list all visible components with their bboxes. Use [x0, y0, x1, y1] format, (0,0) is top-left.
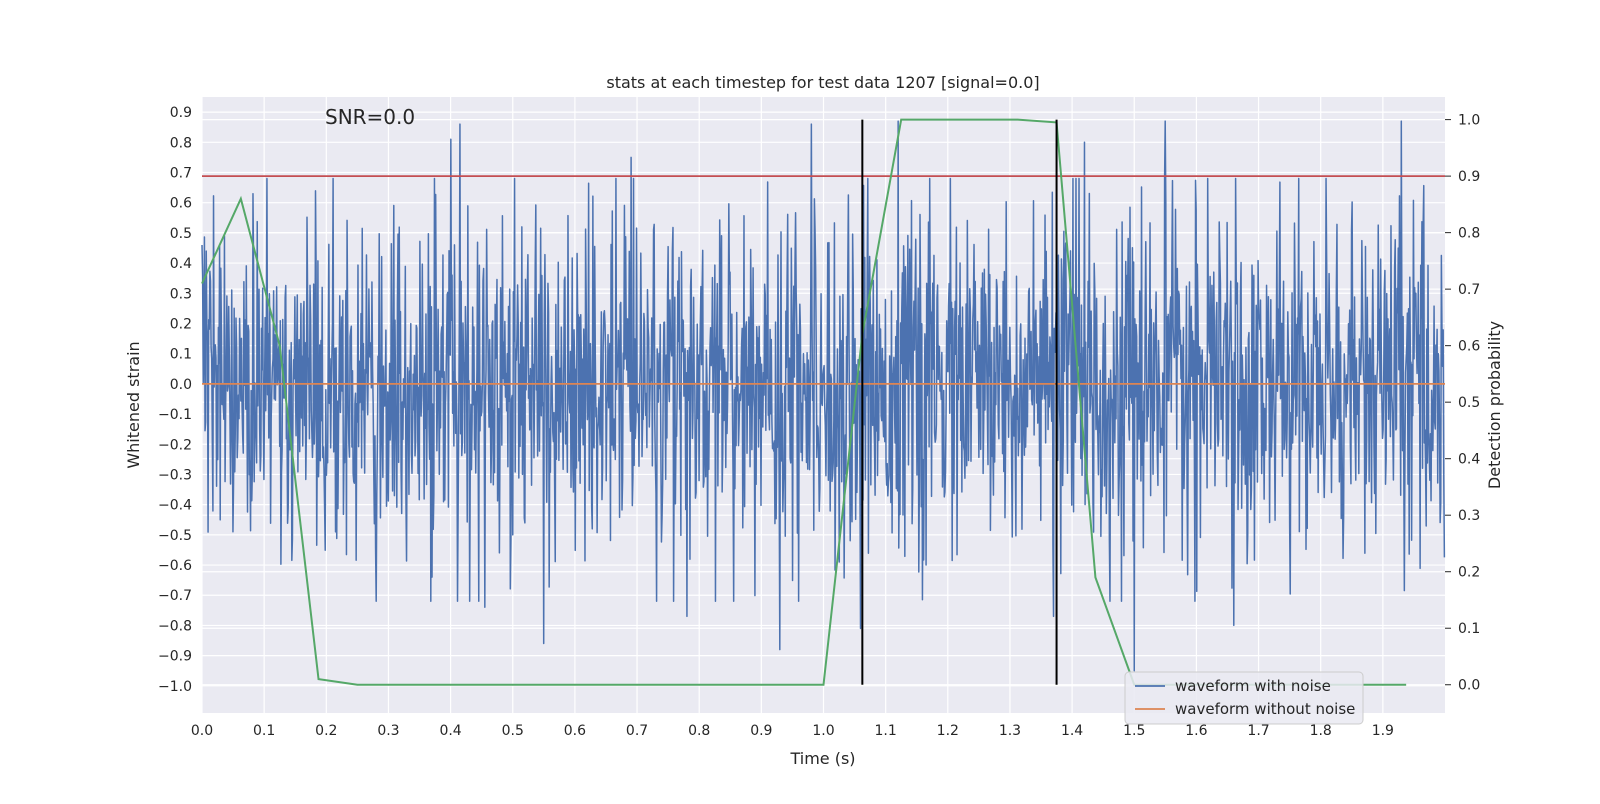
plot-series: [201, 118, 1446, 686]
y-tick-label: 0.1: [170, 347, 192, 363]
axis-ticks: 0.0 0.1 0.2 0.3 0.4 0.5 0.6 0.7 0.8 0.9 1.0 1.1 1.2 1…: [158, 105, 1480, 739]
x-tick-label: 0.3: [377, 723, 399, 739]
x-tick-label: 1.7: [1247, 723, 1269, 739]
y-right-tick-label: 0.0: [1458, 678, 1480, 694]
y-right-tick-label: 0.6: [1458, 339, 1480, 355]
x-tick-label: 1.4: [1061, 723, 1083, 739]
legend-label-without-noise: waveform without noise: [1175, 700, 1355, 718]
y-tick-label: 0.6: [170, 196, 192, 212]
x-tick-label: 1.8: [1310, 723, 1332, 739]
y-tick-label: 0.4: [170, 256, 192, 272]
legend: waveform with noise waveform without noi…: [1124, 671, 1364, 725]
y-tick-label: −0.3: [158, 467, 192, 483]
y-tick-label: 0.2: [170, 316, 192, 332]
x-tick-label: 0.4: [439, 723, 461, 739]
snr-annotation: SNR=0.0: [325, 105, 415, 129]
y-axis-label: Whitened strain: [124, 341, 143, 468]
y-right-axis-label: Detection probability: [1485, 321, 1504, 489]
x-tick-label: 0.5: [502, 723, 524, 739]
y-tick-label: 0.5: [170, 226, 192, 242]
y-right-tick-label: 0.1: [1458, 621, 1480, 637]
waveform-with-noise-line: [201, 120, 1446, 672]
y-right-tick-label: 1.0: [1458, 113, 1480, 129]
x-tick-label: 0.7: [626, 723, 648, 739]
x-axis-label: Time (s): [789, 749, 855, 768]
x-tick-label: 1.0: [812, 723, 834, 739]
y-right-tick-label: 0.5: [1458, 395, 1480, 411]
x-tick-label: 0.1: [253, 723, 275, 739]
x-tick-label: 0.9: [750, 723, 772, 739]
x-tick-label: 0.8: [688, 723, 710, 739]
y-right-tick-label: 0.9: [1458, 169, 1480, 185]
y-right-tick-label: 0.8: [1458, 226, 1480, 242]
chart-title: stats at each timestep for test data 120…: [606, 73, 1039, 92]
y-tick-label: −0.2: [158, 437, 192, 453]
y-right-tick-label: 0.4: [1458, 452, 1480, 468]
legend-label-with-noise: waveform with noise: [1175, 677, 1331, 695]
y-tick-label: 0.0: [170, 377, 192, 393]
y-tick-label: −0.6: [158, 558, 192, 574]
x-tick-label: 0.0: [191, 723, 213, 739]
x-tick-label: 0.2: [315, 723, 337, 739]
y-tick-label: −0.4: [158, 498, 192, 514]
x-tick-label: 1.6: [1185, 723, 1207, 739]
x-tick-label: 1.5: [1123, 723, 1145, 739]
x-tick-label: 1.9: [1372, 723, 1394, 739]
y-tick-label: −0.7: [158, 588, 192, 604]
y-right-tick-label: 0.7: [1458, 282, 1480, 298]
y-right-tick-label: 0.2: [1458, 565, 1480, 581]
y-tick-label: −0.1: [158, 407, 192, 423]
y-tick-label: 0.9: [170, 105, 192, 121]
y-right-tick-label: 0.3: [1458, 508, 1480, 524]
x-tick-label: 1.2: [937, 723, 959, 739]
y-tick-label: 0.7: [170, 165, 192, 181]
y-tick-label: 0.8: [170, 135, 192, 151]
y-tick-label: −0.9: [158, 649, 192, 665]
y-tick-label: −0.8: [158, 618, 192, 634]
legend-box: [1124, 671, 1364, 725]
y-tick-label: −0.5: [158, 528, 192, 544]
y-tick-label: 0.3: [170, 286, 192, 302]
x-tick-label: 1.3: [999, 723, 1021, 739]
x-tick-label: 0.6: [564, 723, 586, 739]
y-tick-label: −1.0: [158, 679, 192, 695]
x-tick-label: 1.1: [875, 723, 897, 739]
